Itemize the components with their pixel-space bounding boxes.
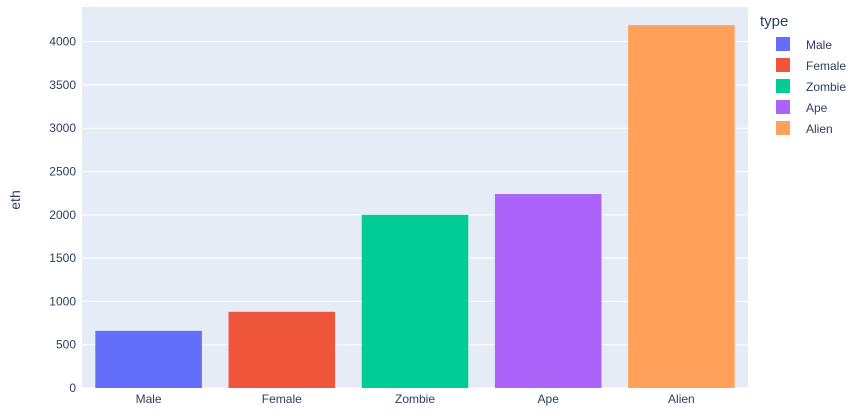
x-tick-label: Ape xyxy=(538,392,560,406)
x-tick-label: Female xyxy=(262,392,302,406)
legend-swatch-zombie xyxy=(776,79,790,93)
legend-swatch-alien xyxy=(776,121,790,135)
y-tick-label: 3500 xyxy=(49,78,76,92)
x-tick-label: Zombie xyxy=(395,392,435,406)
x-axis-ticks: Male Female Zombie Ape Alien xyxy=(136,392,695,406)
legend-swatch-female xyxy=(776,58,790,72)
legend-item-label: Female xyxy=(806,59,846,73)
legend-item-label: Zombie xyxy=(806,80,846,94)
y-tick-label: 2000 xyxy=(49,208,76,222)
y-axis-ticks: 0 500 1000 1500 2000 2500 3000 3500 4000 xyxy=(49,35,76,395)
legend: type Male Female Zombie Ape Alien xyxy=(760,13,846,136)
bar-alien xyxy=(628,25,735,389)
legend-item-label: Alien xyxy=(806,122,833,136)
y-tick-label: 2500 xyxy=(49,165,76,179)
y-tick-label: 0 xyxy=(69,381,76,395)
bar-ape xyxy=(494,194,602,388)
x-tick-label: Alien xyxy=(668,392,695,406)
x-tick-label: Male xyxy=(136,392,162,406)
legend-item-label: Male xyxy=(806,38,832,52)
y-tick-label: 1500 xyxy=(49,251,76,265)
y-tick-label: 4000 xyxy=(49,35,76,49)
y-axis-title: eth xyxy=(7,190,23,209)
y-tick-label: 500 xyxy=(56,338,76,352)
y-tick-label: 3000 xyxy=(49,121,76,135)
bar-female xyxy=(228,311,336,388)
legend-swatch-male xyxy=(776,37,790,51)
bar-male xyxy=(95,330,202,388)
bar-zombie xyxy=(361,214,469,388)
y-tick-label: 1000 xyxy=(49,294,76,308)
bars xyxy=(95,25,735,389)
legend-item-label: Ape xyxy=(806,101,828,115)
legend-swatch-ape xyxy=(776,100,790,114)
legend-title: type xyxy=(760,13,788,30)
